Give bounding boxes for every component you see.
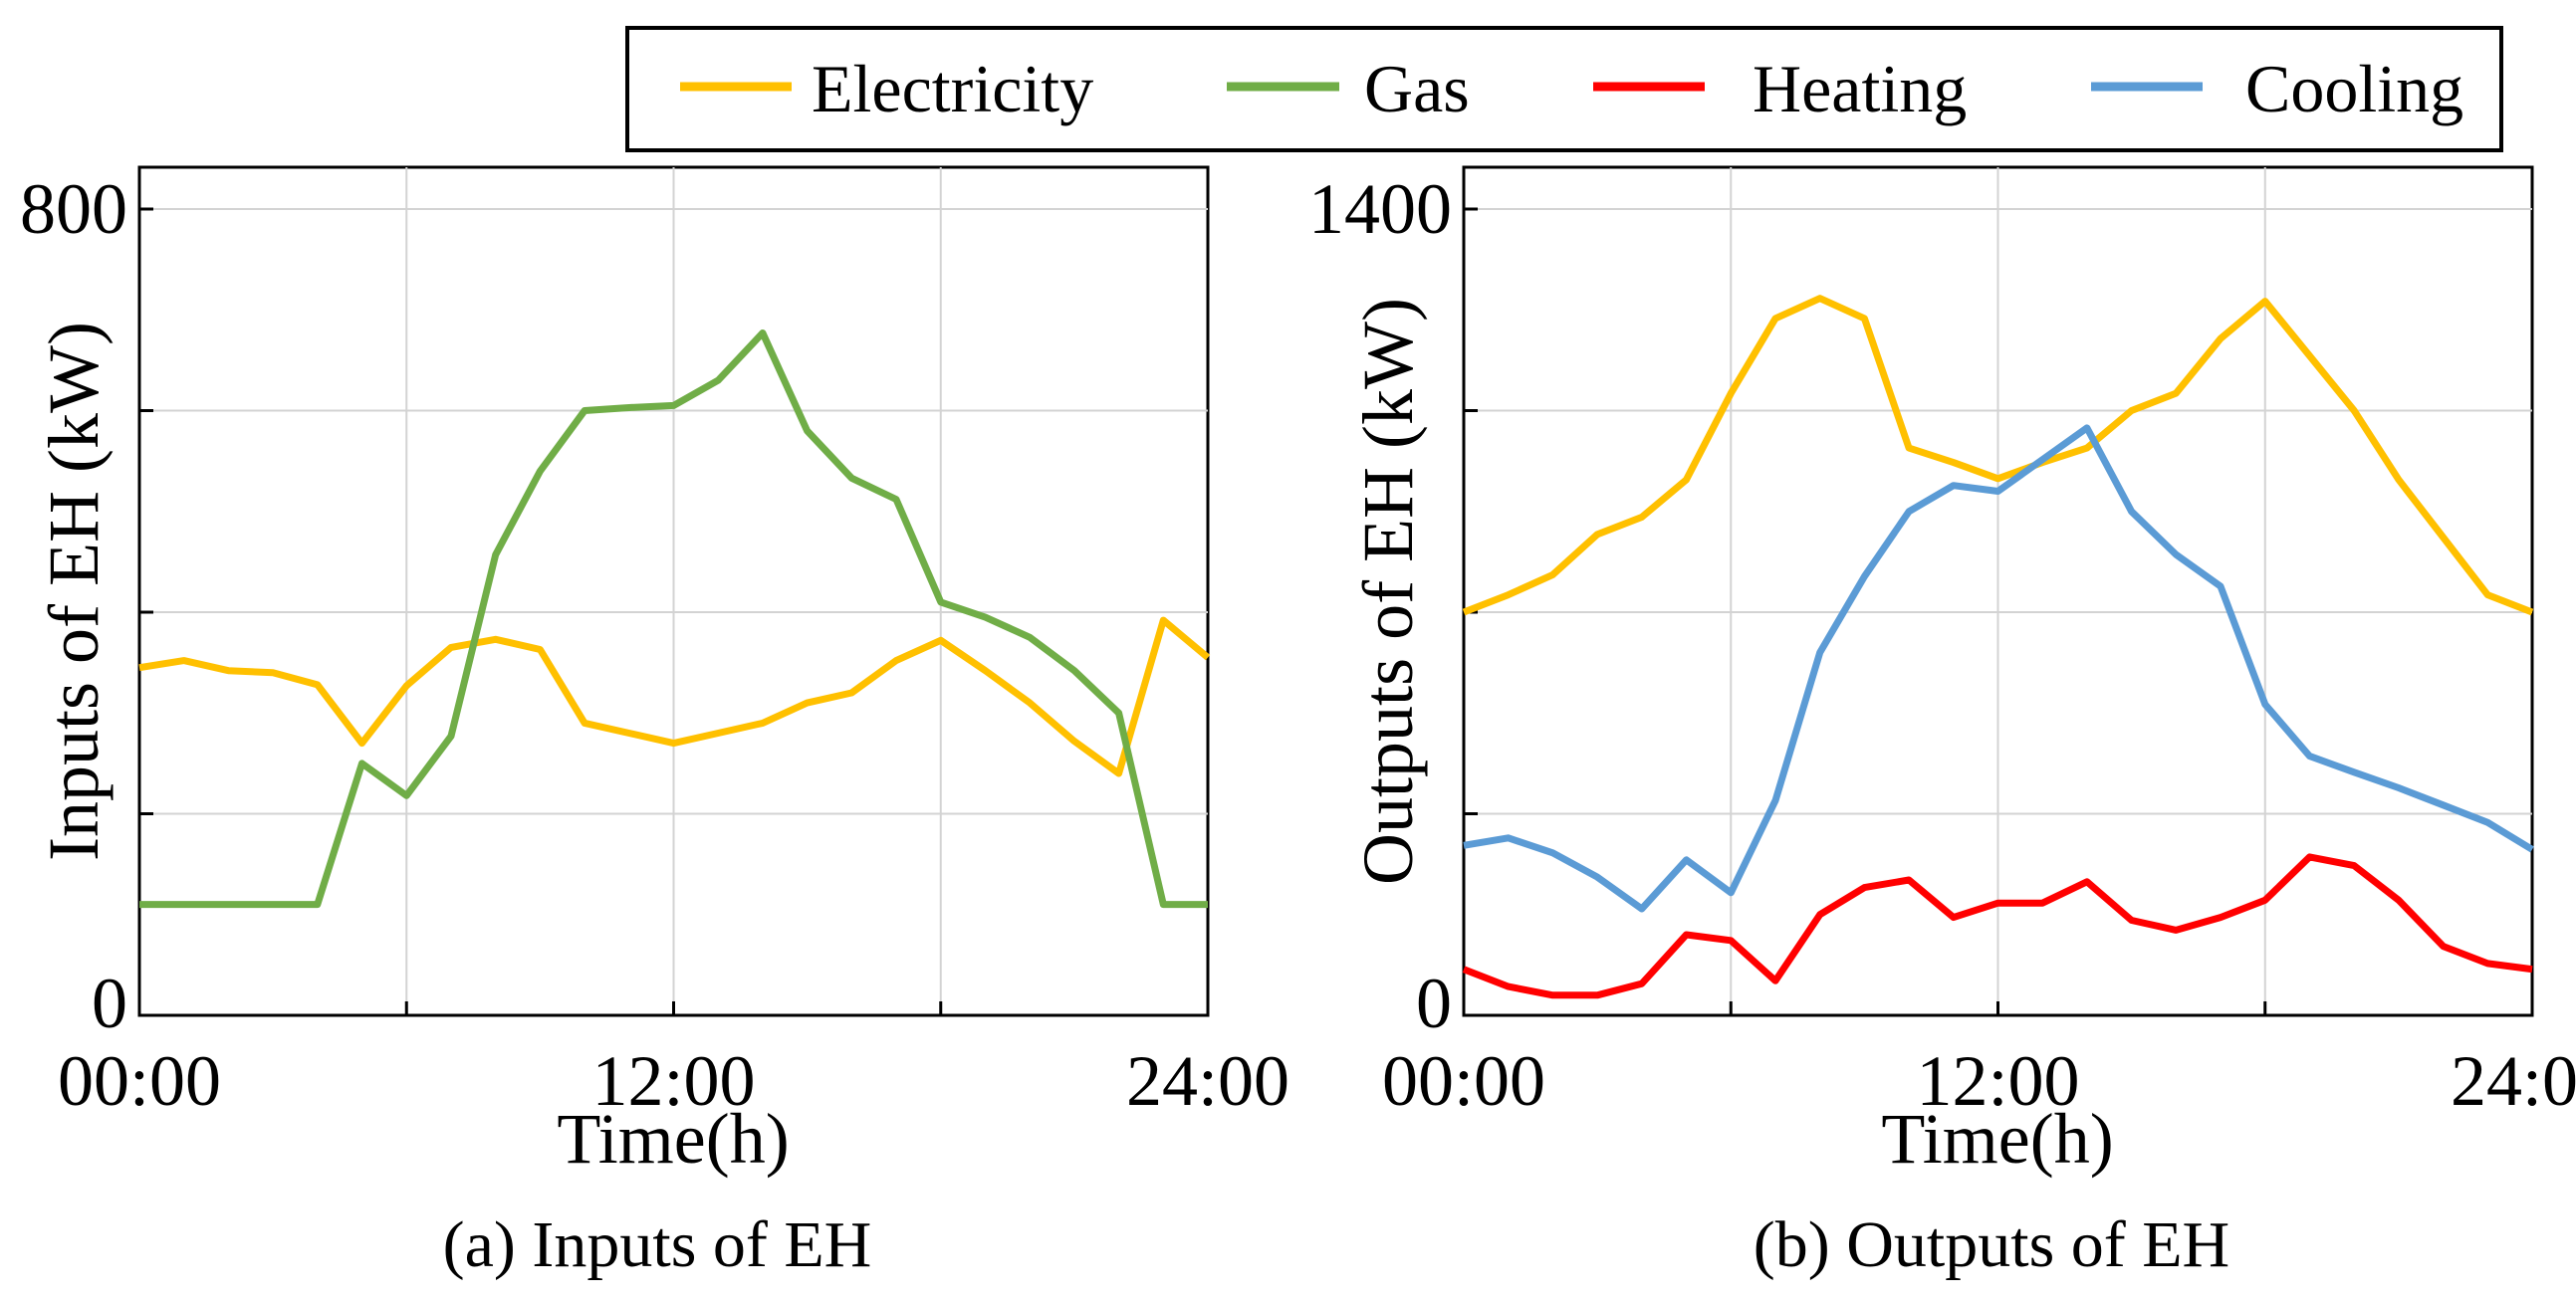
series-inputs <box>138 329 1211 909</box>
series-line-electricity <box>138 616 1211 777</box>
series-line-electricity <box>1462 295 2534 616</box>
x-axis-title-inputs: Time(h) <box>557 1099 789 1179</box>
y-axis-title-outputs: Outputs of EH (kW) <box>1348 298 1428 885</box>
x-tick-label: 12:00 <box>1916 1041 2079 1121</box>
series-line-cooling <box>1463 424 2534 913</box>
series-line-heating <box>1462 853 2533 999</box>
x-tick-label: 00:00 <box>58 1041 221 1121</box>
y-tick-label: 0 <box>1416 964 1452 1043</box>
ticks-inputs <box>137 207 1210 1015</box>
legend-label-heating: Heating <box>1753 51 1967 126</box>
labels-outputs: 00:00 12:00 24:00 0 1400 <box>1308 169 2576 1121</box>
caption-inputs: (a) Inputs of EH <box>443 1208 872 1281</box>
x-tick-label: 00:00 <box>1382 1041 1545 1121</box>
series-outputs <box>1462 295 2534 999</box>
y-tick-label: 0 <box>92 964 127 1043</box>
legend: Electricity Gas Heating Cooling <box>625 26 2503 152</box>
x-tick-label: 24:00 <box>1126 1041 1289 1121</box>
grid-inputs <box>139 167 1208 1015</box>
y-tick-label: 1400 <box>1308 169 1452 249</box>
caption-outputs: (b) Outputs of EH <box>1754 1208 2229 1281</box>
series-line-gas <box>139 329 1208 909</box>
legend-label-cooling: Cooling <box>2245 51 2463 126</box>
chart-inputs: 00:00 12:00 24:00 0 800 Inputs of EH (kW) Ti… <box>20 165 1289 1281</box>
legend-label-electricity: Electricity <box>812 51 1093 126</box>
y-axis-title-inputs: Inputs of EH (kW) <box>34 322 114 861</box>
legend-label-gas: Gas <box>1364 51 1470 126</box>
x-tick-label: 12:00 <box>591 1041 755 1121</box>
x-axis-title-outputs: Time(h) <box>1881 1099 2113 1179</box>
grid-outputs <box>1464 167 2532 1015</box>
x-tick-label: 24:00 <box>2451 1041 2576 1121</box>
y-tick-label: 800 <box>20 169 127 249</box>
labels-inputs: 00:00 12:00 24:00 0 800 <box>20 169 1289 1121</box>
